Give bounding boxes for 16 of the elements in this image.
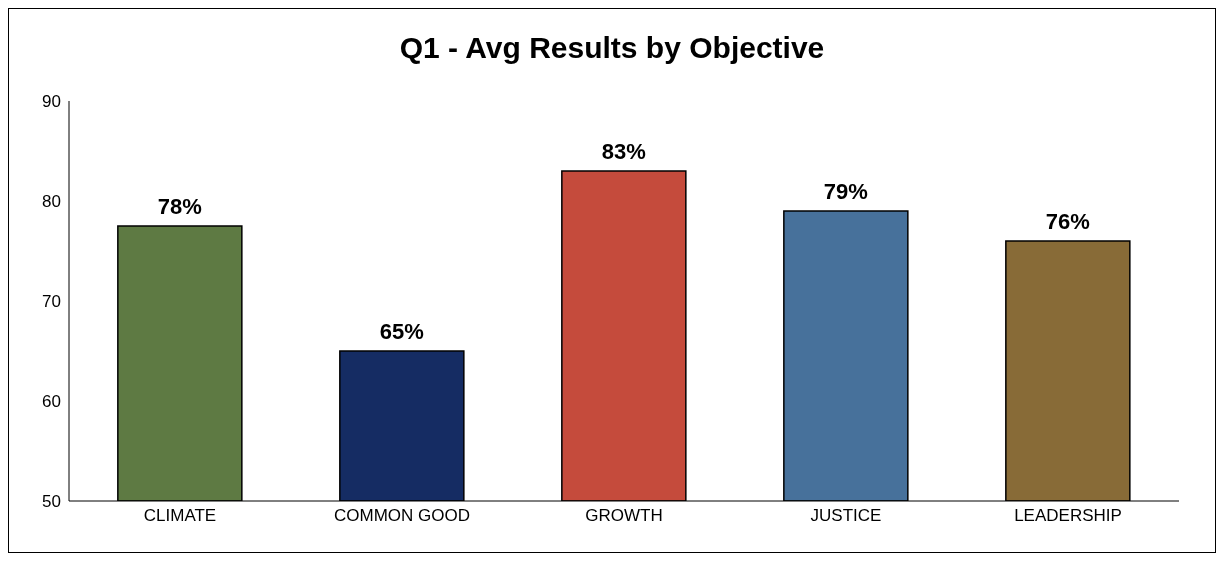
data-label: 78%: [157, 194, 202, 219]
y-tick-label: 60: [42, 392, 61, 412]
x-tick-label: CLIMATE: [143, 506, 217, 526]
x-tick-label: JUSTICE: [810, 506, 882, 526]
y-tick-label: 80: [42, 192, 61, 212]
y-tick-label: 70: [42, 292, 61, 312]
y-tick-label: 90: [42, 92, 61, 112]
x-tick-label: COMMON GOOD: [334, 506, 470, 526]
data-label: 65%: [379, 319, 424, 344]
data-label: 83%: [601, 139, 646, 164]
data-label: 76%: [1045, 209, 1090, 234]
data-label: 79%: [823, 179, 868, 204]
chart-title: Q1 - Avg Results by Objective: [398, 30, 826, 66]
y-tick-label: 50: [42, 492, 61, 512]
x-tick-label: GROWTH: [585, 506, 663, 526]
x-tick-label: LEADERSHIP: [1014, 506, 1122, 526]
